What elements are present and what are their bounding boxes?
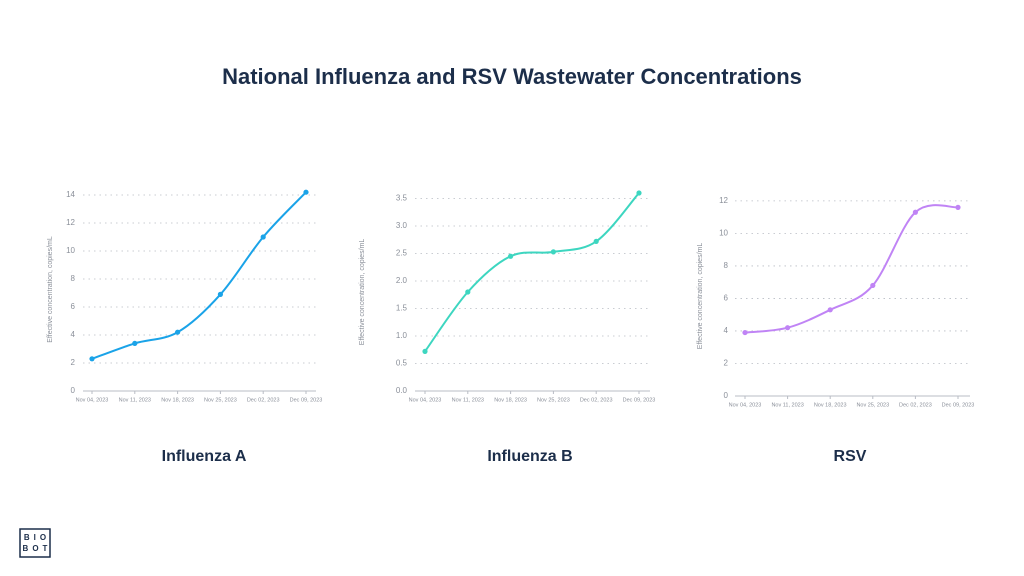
- x-tick-label: Nov 04, 2023: [729, 402, 762, 408]
- y-tick-label: 2.0: [396, 276, 408, 285]
- y-tick-label: 0: [71, 386, 76, 395]
- x-tick-label: Dec 02, 2023: [247, 397, 280, 403]
- x-tick-label: Nov 11, 2023: [771, 402, 803, 408]
- data-point: [636, 190, 642, 196]
- x-tick-label: Nov 25, 2023: [537, 397, 570, 403]
- slide-title: National Influenza and RSV Wastewater Co…: [222, 64, 802, 89]
- y-axis-label: Effective concentration, copies/mL: [359, 239, 366, 346]
- data-point: [508, 253, 514, 259]
- x-tick-label: Nov 04, 2023: [409, 397, 442, 403]
- data-point: [912, 209, 919, 215]
- y-tick-label: 12: [66, 218, 75, 227]
- y-tick-label: 12: [719, 196, 728, 205]
- x-tick-label: Dec 09, 2023: [290, 397, 323, 403]
- data-point: [132, 340, 138, 346]
- x-tick-label: Nov 04, 2023: [76, 397, 109, 403]
- x-tick-label: Nov 11, 2023: [119, 397, 151, 403]
- y-tick-label: 1.0: [396, 331, 408, 340]
- y-tick-label: 2: [724, 359, 729, 368]
- y-tick-label: 10: [66, 246, 75, 255]
- chart-title: Influenza B: [487, 448, 572, 465]
- data-point: [89, 356, 95, 362]
- y-tick-label: 2.5: [396, 249, 408, 258]
- chart-title: RSV: [834, 448, 867, 465]
- y-tick-label: 1.5: [396, 304, 408, 313]
- data-point: [827, 307, 833, 313]
- data-point: [175, 329, 181, 335]
- y-tick-label: 2: [71, 358, 76, 367]
- data-point: [550, 249, 557, 255]
- x-tick-label: Dec 02, 2023: [580, 397, 613, 403]
- y-tick-label: 8: [71, 274, 76, 283]
- data-point: [303, 189, 309, 195]
- y-tick-label: 8: [724, 261, 729, 270]
- y-tick-label: 3.5: [396, 194, 408, 203]
- data-point: [217, 291, 223, 297]
- y-tick-label: 0.5: [396, 359, 408, 368]
- series-line: [744, 204, 959, 334]
- data-point: [465, 289, 471, 295]
- y-axis-label: Effective concentration, copies/mL: [697, 243, 704, 350]
- y-tick-label: 14: [66, 190, 75, 199]
- series-line: [424, 192, 640, 352]
- x-tick-label: Nov 18, 2023: [494, 397, 527, 403]
- logo-text: BIO: [24, 533, 50, 542]
- series-line: [91, 191, 307, 360]
- y-tick-label: 3.0: [396, 221, 408, 230]
- logo-text: BOT: [23, 544, 52, 553]
- y-tick-label: 0.0: [396, 386, 408, 395]
- y-tick-label: 0: [724, 391, 729, 400]
- x-tick-label: Dec 09, 2023: [942, 402, 975, 408]
- data-point: [785, 325, 791, 331]
- x-tick-label: Dec 09, 2023: [623, 397, 656, 403]
- y-tick-label: 6: [71, 302, 76, 311]
- logo-frame: [19, 528, 51, 558]
- y-axis-label: Effective concentration, copies/mL: [47, 236, 54, 343]
- data-point: [742, 329, 748, 336]
- y-tick-label: 6: [724, 294, 729, 303]
- y-tick-label: 10: [719, 229, 728, 238]
- chart-title: Influenza A: [162, 448, 247, 465]
- x-tick-label: Nov 25, 2023: [856, 402, 889, 408]
- data-point: [422, 348, 428, 354]
- x-tick-label: Nov 25, 2023: [204, 397, 237, 403]
- y-tick-label: 4: [71, 330, 76, 339]
- x-tick-label: Nov 18, 2023: [814, 402, 847, 408]
- data-point: [593, 238, 599, 244]
- y-tick-label: 4: [724, 326, 729, 335]
- data-point: [870, 282, 876, 289]
- logo: BIO BOT: [19, 528, 52, 558]
- x-tick-label: Dec 02, 2023: [899, 402, 932, 408]
- data-point: [260, 234, 266, 240]
- data-point: [955, 204, 961, 210]
- x-tick-label: Nov 11, 2023: [452, 397, 484, 403]
- x-tick-label: Nov 18, 2023: [161, 397, 194, 403]
